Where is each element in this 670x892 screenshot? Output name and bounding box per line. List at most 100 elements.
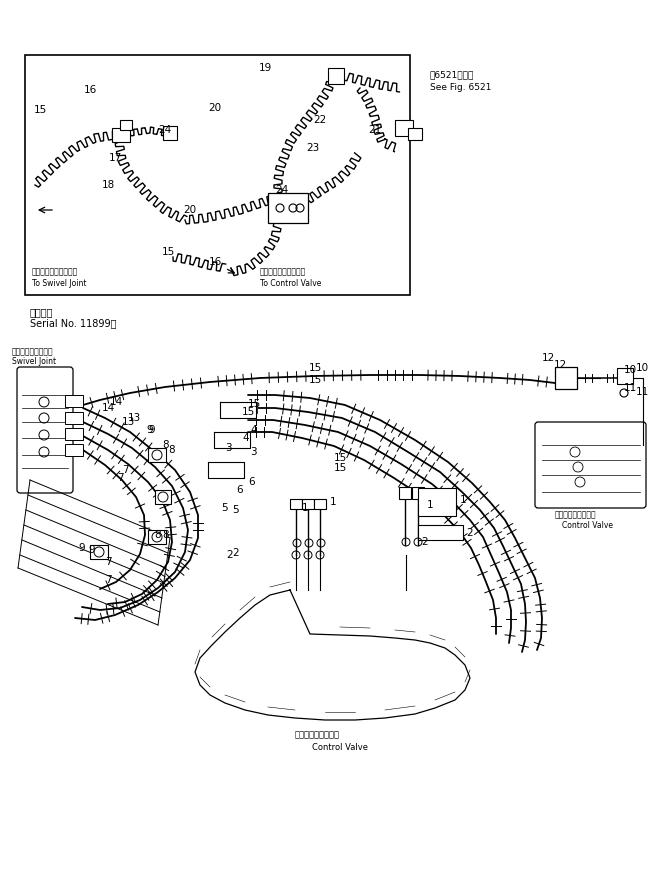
Polygon shape xyxy=(220,402,256,418)
Bar xyxy=(268,193,308,223)
Text: See Fig. 6521: See Fig. 6521 xyxy=(430,84,491,93)
Polygon shape xyxy=(195,590,470,720)
Bar xyxy=(112,128,130,142)
Bar xyxy=(148,530,166,544)
Text: Control Valve: Control Valve xyxy=(312,744,368,753)
Bar xyxy=(395,120,413,136)
Text: 8: 8 xyxy=(155,530,161,540)
Text: 15: 15 xyxy=(334,453,346,463)
Text: 1: 1 xyxy=(330,497,336,507)
FancyBboxPatch shape xyxy=(535,422,646,508)
Text: 14: 14 xyxy=(101,403,115,413)
Bar xyxy=(555,367,577,389)
Bar xyxy=(399,487,411,499)
Bar xyxy=(65,428,83,440)
Text: Swivel Joint: Swivel Joint xyxy=(12,358,56,367)
Text: 16: 16 xyxy=(83,85,96,95)
Text: 24: 24 xyxy=(275,185,289,195)
Bar xyxy=(617,368,633,384)
Text: 2: 2 xyxy=(466,528,472,538)
Bar xyxy=(65,444,83,456)
Text: 15: 15 xyxy=(241,407,255,417)
Bar xyxy=(302,499,314,509)
Bar xyxy=(418,488,456,516)
Text: 15: 15 xyxy=(334,463,346,473)
Text: コントロールバルブ: コントロールバルブ xyxy=(555,510,596,519)
Bar xyxy=(163,126,177,140)
Polygon shape xyxy=(214,432,250,448)
Text: 6: 6 xyxy=(237,485,243,495)
Polygon shape xyxy=(208,462,244,478)
Text: 18: 18 xyxy=(101,180,115,190)
Text: To Control Valve: To Control Valve xyxy=(260,278,322,287)
Bar xyxy=(25,55,410,295)
Text: 19: 19 xyxy=(259,63,271,73)
Text: 11: 11 xyxy=(623,383,636,393)
Text: 14: 14 xyxy=(110,397,123,407)
Text: 22: 22 xyxy=(314,115,327,125)
Text: 15: 15 xyxy=(248,399,261,409)
Text: スイベルジョイントへ: スイベルジョイントへ xyxy=(32,268,78,277)
Text: 10: 10 xyxy=(636,363,649,373)
Text: 5: 5 xyxy=(232,505,239,515)
Text: Serial No. 11899～: Serial No. 11899～ xyxy=(30,318,117,328)
Text: 11: 11 xyxy=(636,387,649,397)
Bar xyxy=(65,395,83,407)
Bar xyxy=(418,525,463,540)
Bar xyxy=(148,448,166,462)
Text: 9: 9 xyxy=(88,545,94,555)
Text: 3: 3 xyxy=(250,447,257,457)
Text: 7: 7 xyxy=(105,575,112,585)
Text: 9: 9 xyxy=(148,425,155,435)
Bar xyxy=(290,499,302,509)
Bar xyxy=(412,487,424,499)
Text: 15: 15 xyxy=(308,363,322,373)
Text: 20: 20 xyxy=(208,103,222,113)
Text: コントロールバルブ: コントロールバルブ xyxy=(295,731,340,739)
Text: 1: 1 xyxy=(427,500,433,510)
Bar xyxy=(65,412,83,424)
Text: 16: 16 xyxy=(208,257,222,267)
Text: 第6521図参照: 第6521図参照 xyxy=(430,70,474,79)
Text: 6: 6 xyxy=(248,477,255,487)
Text: 7: 7 xyxy=(122,465,129,475)
Text: 23: 23 xyxy=(306,143,320,153)
Text: 4: 4 xyxy=(250,425,257,435)
Bar xyxy=(90,545,108,559)
Text: 8: 8 xyxy=(168,445,175,455)
Text: 1: 1 xyxy=(302,503,308,513)
Text: 17: 17 xyxy=(109,153,122,163)
Text: 3: 3 xyxy=(224,443,231,453)
Bar xyxy=(120,120,132,130)
Text: 2: 2 xyxy=(232,548,239,558)
FancyBboxPatch shape xyxy=(17,367,73,493)
Text: 12: 12 xyxy=(553,360,567,370)
Text: 4: 4 xyxy=(243,433,249,443)
Text: 2: 2 xyxy=(421,537,428,547)
Text: Control Valve: Control Valve xyxy=(562,522,613,531)
Text: 5: 5 xyxy=(222,503,228,513)
Text: 10: 10 xyxy=(624,365,636,375)
Text: 8: 8 xyxy=(162,530,169,540)
Text: 12: 12 xyxy=(541,353,555,363)
Bar xyxy=(155,490,171,504)
Text: 8: 8 xyxy=(163,440,170,450)
Text: 13: 13 xyxy=(121,417,135,427)
Bar xyxy=(314,499,326,509)
Text: 20: 20 xyxy=(184,205,196,215)
Text: To Swivel Joint: To Swivel Joint xyxy=(32,278,86,287)
Text: 15: 15 xyxy=(308,375,322,385)
Text: 15: 15 xyxy=(34,105,47,115)
Text: 9: 9 xyxy=(78,543,85,553)
Text: 9: 9 xyxy=(147,425,153,435)
Text: 7: 7 xyxy=(117,473,123,483)
Text: 21: 21 xyxy=(369,125,382,135)
Bar xyxy=(408,128,422,140)
Text: 適用号機: 適用号機 xyxy=(30,307,54,317)
Text: 24: 24 xyxy=(158,125,172,135)
Text: 2: 2 xyxy=(226,550,233,560)
Text: 7: 7 xyxy=(105,557,111,567)
Text: 1: 1 xyxy=(460,495,466,505)
Text: コントロールバルブへ: コントロールバルブへ xyxy=(260,268,306,277)
Text: スイベルジョイント: スイベルジョイント xyxy=(12,348,54,357)
